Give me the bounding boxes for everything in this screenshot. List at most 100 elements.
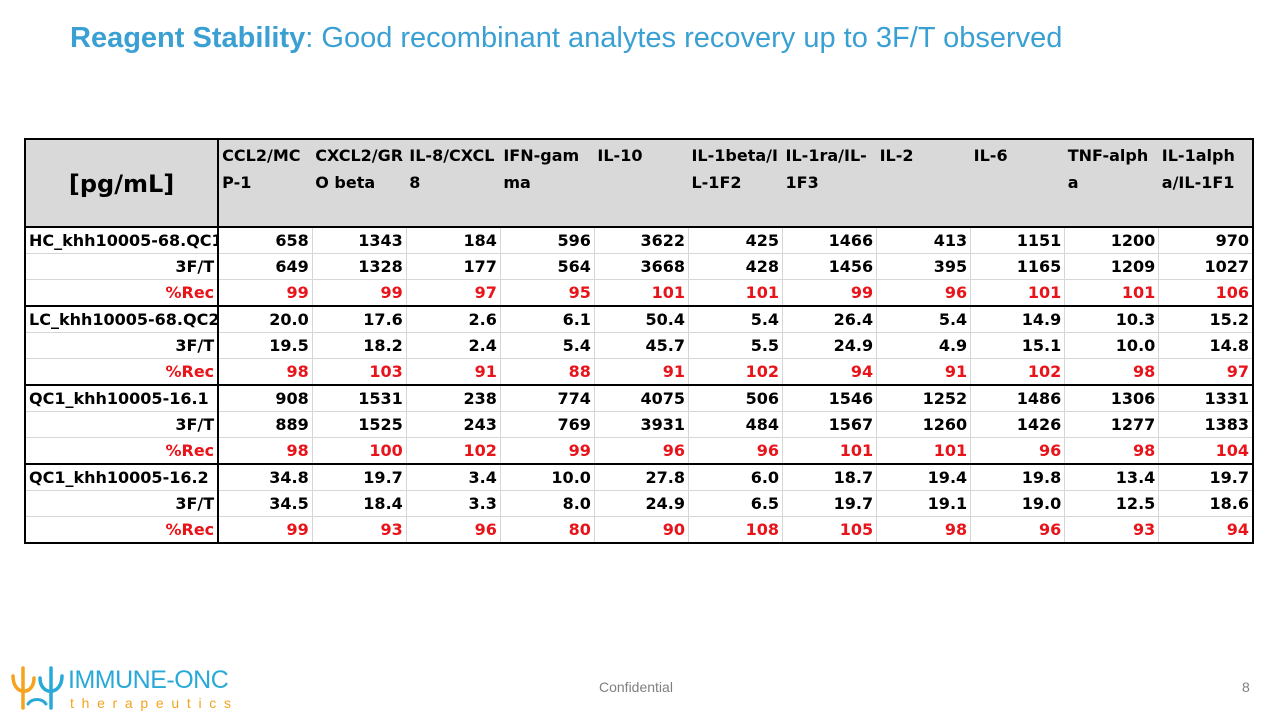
table-cell: 94 xyxy=(1158,516,1253,544)
table-cell: 596 xyxy=(499,227,595,254)
table-cell: 6.0 xyxy=(687,464,783,491)
table-cell: 98 xyxy=(876,516,971,544)
table-cell: 2.6 xyxy=(405,306,501,333)
table-cell: 1343 xyxy=(311,227,407,254)
table-cell: 34.5 xyxy=(217,490,313,517)
slide-title: Reagent Stability: Good recombinant anal… xyxy=(70,22,1062,55)
table-cell: 1260 xyxy=(876,411,971,438)
table-row: %Rec 99 99 97 95 101 101 99 96 101 101 106 xyxy=(25,279,1253,307)
table-cell: 908 xyxy=(217,385,313,412)
row-label: QC1_khh10005-16.2 xyxy=(25,464,220,491)
table-cell: 1165 xyxy=(970,253,1065,280)
table-row: %Rec 98 100 102 99 96 96 101 101 96 98 104 xyxy=(25,437,1253,465)
table-cell: 95 xyxy=(499,279,595,307)
table-cell: 3931 xyxy=(593,411,689,438)
unit-header: [pg/mL] xyxy=(25,139,220,228)
confidential-label: Confidential xyxy=(599,679,673,695)
table-row: QC1_khh10005-16.2 34.8 19.7 3.4 10.0 27.8 6.0 1… xyxy=(25,464,1253,491)
table-cell: 101 xyxy=(593,279,689,307)
table-cell: 1277 xyxy=(1064,411,1159,438)
table-cell: 5.4 xyxy=(876,306,971,333)
table-cell: 3.3 xyxy=(405,490,501,517)
table-cell: 100 xyxy=(311,437,407,465)
table-cell: 80 xyxy=(499,516,595,544)
table-cell: 649 xyxy=(217,253,313,280)
table-row: 3F/T 34.5 18.4 3.3 8.0 24.9 6.5 19.7 19.1 19.0 12.… xyxy=(25,490,1253,517)
stability-table: [pg/mL] CCL2/MCP-1 CXCL2/GRO beta IL-8/CXCL… xyxy=(24,138,1254,544)
table-cell: 1252 xyxy=(876,385,971,412)
column-header: IFN-gamma xyxy=(500,139,595,228)
table-cell: 769 xyxy=(499,411,595,438)
table-cell: 6.5 xyxy=(687,490,783,517)
table-cell: 97 xyxy=(405,279,501,307)
table-cell: 106 xyxy=(1158,279,1253,307)
table-cell: 1306 xyxy=(1064,385,1159,412)
row-label: 3F/T xyxy=(25,253,220,280)
table-cell: 18.6 xyxy=(1158,490,1253,517)
table-cell: 10.3 xyxy=(1064,306,1159,333)
table-cell: 90 xyxy=(593,516,689,544)
table-cell: 413 xyxy=(876,227,971,254)
table-cell: 99 xyxy=(217,516,313,544)
table-cell: 184 xyxy=(405,227,501,254)
table-cell: 24.9 xyxy=(593,490,689,517)
table-cell: 425 xyxy=(687,227,783,254)
table-row: %Rec 98 103 91 88 91 102 94 91 102 98 97 xyxy=(25,358,1253,386)
table-cell: 970 xyxy=(1158,227,1253,254)
table-cell: 19.7 xyxy=(782,490,877,517)
table-cell: 24.9 xyxy=(782,332,877,359)
table-cell: 6.1 xyxy=(499,306,595,333)
table-row: 3F/T 649 1328 177 564 3668 428 1456 395 1165 1209 1… xyxy=(25,253,1253,280)
table-cell: 1567 xyxy=(782,411,877,438)
table-cell: 1456 xyxy=(782,253,877,280)
row-label: LC_khh10005-68.QC2 xyxy=(25,306,220,333)
table-cell: 99 xyxy=(782,279,877,307)
table-cell: 5.5 xyxy=(687,332,783,359)
table-cell: 395 xyxy=(876,253,971,280)
table-row: HC_khh10005-68.QC1 658 1343 184 596 3622 425 14… xyxy=(25,227,1253,254)
table-cell: 102 xyxy=(687,358,783,386)
table-cell: 506 xyxy=(687,385,783,412)
table-cell: 96 xyxy=(593,437,689,465)
table-row: %Rec 99 93 96 80 90 108 105 98 96 93 94 xyxy=(25,516,1253,544)
table-cell: 15.1 xyxy=(970,332,1065,359)
table-cell: 50.4 xyxy=(593,306,689,333)
table-cell: 96 xyxy=(405,516,501,544)
column-header: TNF-alpha xyxy=(1064,139,1159,228)
table-cell: 14.8 xyxy=(1158,332,1253,359)
table-row: LC_khh10005-68.QC2 20.0 17.6 2.6 6.1 50.4 5.4 2… xyxy=(25,306,1253,333)
table-row: 3F/T 889 1525 243 769 3931 484 1567 1260 1426 1277… xyxy=(25,411,1253,438)
table-cell: 238 xyxy=(405,385,501,412)
row-label: 3F/T xyxy=(25,332,220,359)
table-cell: 10.0 xyxy=(1064,332,1159,359)
table-cell: 101 xyxy=(876,437,971,465)
table-cell: 18.7 xyxy=(782,464,877,491)
immune-onc-logo-mark-icon xyxy=(11,666,64,710)
table-cell: 91 xyxy=(405,358,501,386)
table-cell: 564 xyxy=(499,253,595,280)
table-cell: 91 xyxy=(876,358,971,386)
table-cell: 18.4 xyxy=(311,490,407,517)
table-cell: 3.4 xyxy=(405,464,501,491)
table-cell: 96 xyxy=(687,437,783,465)
table-cell: 243 xyxy=(405,411,501,438)
table-cell: 93 xyxy=(1064,516,1159,544)
table-cell: 17.6 xyxy=(311,306,407,333)
table-cell: 1328 xyxy=(311,253,407,280)
table-cell: 98 xyxy=(217,358,313,386)
table-row: 3F/T 19.5 18.2 2.4 5.4 45.7 5.5 24.9 4.9 15.1 10.0… xyxy=(25,332,1253,359)
table-cell: 1531 xyxy=(311,385,407,412)
table-cell: 98 xyxy=(1064,358,1159,386)
table-cell: 177 xyxy=(405,253,501,280)
table-cell: 1546 xyxy=(782,385,877,412)
table-cell: 94 xyxy=(782,358,877,386)
row-label: 3F/T xyxy=(25,490,220,517)
table-cell: 20.0 xyxy=(217,306,313,333)
table-cell: 105 xyxy=(782,516,877,544)
table-cell: 1486 xyxy=(970,385,1065,412)
table-cell: 96 xyxy=(970,437,1065,465)
row-label: HC_khh10005-68.QC1 xyxy=(25,227,220,254)
column-header: IL-10 xyxy=(594,139,689,228)
table-cell: 889 xyxy=(217,411,313,438)
table-cell: 4.9 xyxy=(876,332,971,359)
